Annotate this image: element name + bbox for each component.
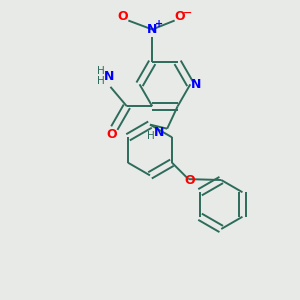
Text: H: H [147,131,154,141]
Text: H: H [97,76,105,86]
Text: O: O [118,11,128,23]
Text: N: N [104,70,114,83]
Text: O: O [175,11,185,23]
Text: N: N [147,23,158,36]
Text: O: O [106,128,117,141]
Text: +: + [155,19,163,28]
Text: H: H [97,66,105,76]
Text: N: N [190,78,201,91]
Text: −: − [182,8,192,18]
Text: O: O [184,174,195,187]
Text: N: N [154,126,164,139]
